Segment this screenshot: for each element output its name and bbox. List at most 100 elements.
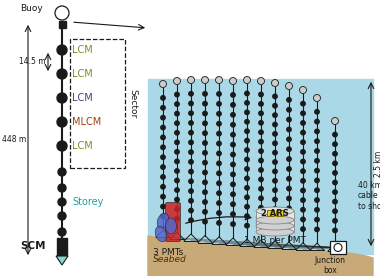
Bar	[256, 211, 294, 220]
Circle shape	[301, 130, 305, 135]
Circle shape	[160, 81, 166, 87]
Circle shape	[245, 195, 249, 200]
Ellipse shape	[256, 213, 294, 221]
Circle shape	[287, 147, 291, 151]
Circle shape	[245, 167, 249, 171]
Circle shape	[271, 79, 279, 86]
Text: LCM: LCM	[72, 69, 93, 79]
Circle shape	[175, 216, 179, 221]
Circle shape	[217, 131, 221, 136]
Circle shape	[215, 76, 223, 84]
Circle shape	[231, 212, 235, 216]
Bar	[57, 238, 67, 256]
Circle shape	[315, 198, 319, 202]
Circle shape	[287, 196, 291, 201]
Circle shape	[315, 168, 319, 173]
Text: Seabed: Seabed	[153, 255, 187, 264]
Circle shape	[315, 120, 319, 124]
Circle shape	[299, 86, 307, 94]
Circle shape	[333, 180, 337, 185]
Circle shape	[333, 132, 337, 137]
Circle shape	[273, 150, 277, 155]
Circle shape	[287, 137, 291, 142]
Circle shape	[273, 141, 277, 145]
Circle shape	[175, 178, 179, 183]
Circle shape	[174, 78, 180, 84]
Circle shape	[245, 176, 249, 181]
Circle shape	[58, 184, 66, 192]
Circle shape	[331, 118, 339, 124]
Circle shape	[301, 188, 305, 193]
Circle shape	[161, 185, 165, 189]
Circle shape	[217, 221, 221, 225]
Circle shape	[201, 76, 209, 84]
Circle shape	[161, 145, 165, 150]
Text: 2 ARS: 2 ARS	[261, 209, 289, 219]
Text: 2.5 km: 2.5 km	[374, 151, 380, 177]
Ellipse shape	[155, 226, 167, 242]
Circle shape	[217, 112, 221, 116]
Circle shape	[58, 228, 66, 236]
Circle shape	[245, 91, 249, 96]
Bar	[267, 210, 274, 216]
Circle shape	[217, 102, 221, 106]
Circle shape	[244, 76, 250, 84]
Text: Junction
box: Junction box	[315, 256, 345, 275]
Circle shape	[245, 223, 249, 228]
Circle shape	[287, 127, 291, 132]
Circle shape	[258, 78, 264, 84]
Circle shape	[259, 206, 263, 210]
Circle shape	[287, 98, 291, 102]
Circle shape	[189, 199, 193, 203]
Circle shape	[231, 93, 235, 97]
Circle shape	[189, 101, 193, 106]
Circle shape	[203, 180, 207, 185]
Circle shape	[189, 169, 193, 174]
Circle shape	[301, 208, 305, 212]
Bar	[330, 241, 346, 254]
Circle shape	[315, 129, 319, 134]
Circle shape	[231, 152, 235, 157]
Circle shape	[273, 225, 277, 230]
Circle shape	[287, 157, 291, 161]
FancyBboxPatch shape	[166, 203, 180, 242]
Circle shape	[175, 197, 179, 202]
Text: LCM: LCM	[72, 93, 93, 103]
Circle shape	[189, 179, 193, 184]
Circle shape	[203, 151, 207, 155]
Circle shape	[175, 112, 179, 116]
Circle shape	[217, 141, 221, 146]
Circle shape	[315, 159, 319, 163]
Bar	[276, 210, 283, 216]
Circle shape	[301, 150, 305, 154]
Circle shape	[175, 188, 179, 192]
Circle shape	[189, 131, 193, 135]
Circle shape	[287, 186, 291, 191]
Circle shape	[333, 161, 337, 166]
Circle shape	[301, 217, 305, 222]
Circle shape	[217, 121, 221, 126]
Circle shape	[273, 216, 277, 221]
Circle shape	[245, 148, 249, 152]
Ellipse shape	[157, 213, 169, 229]
Circle shape	[334, 243, 342, 251]
Circle shape	[259, 130, 263, 134]
Circle shape	[217, 181, 221, 185]
Circle shape	[203, 121, 207, 126]
Circle shape	[58, 198, 66, 206]
Circle shape	[217, 211, 221, 215]
Circle shape	[273, 169, 277, 174]
Circle shape	[314, 94, 320, 102]
Circle shape	[175, 140, 179, 145]
Circle shape	[189, 121, 193, 125]
Circle shape	[315, 188, 319, 192]
Circle shape	[301, 159, 305, 164]
Ellipse shape	[256, 219, 294, 227]
Circle shape	[161, 96, 165, 100]
Circle shape	[333, 200, 337, 204]
Text: Storey: Storey	[72, 197, 103, 207]
Text: LCM: LCM	[72, 45, 93, 55]
Circle shape	[333, 190, 337, 194]
Circle shape	[189, 218, 193, 222]
Circle shape	[285, 83, 293, 89]
